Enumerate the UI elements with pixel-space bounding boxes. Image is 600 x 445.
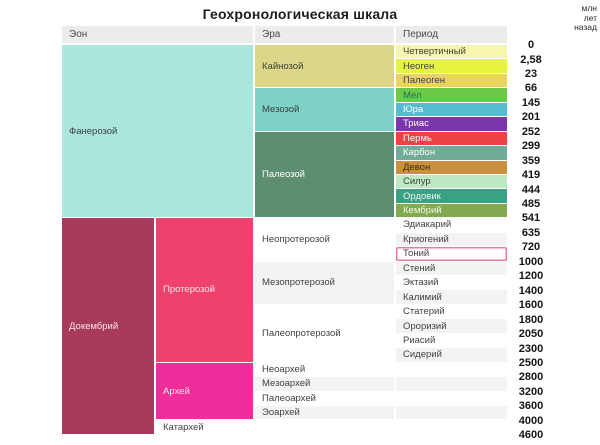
period-triassic: Триас bbox=[396, 117, 507, 132]
period-ectasian: Эктазий bbox=[396, 276, 507, 291]
column-header-period: Период bbox=[396, 26, 507, 45]
period-statherian: Статерий bbox=[396, 304, 507, 320]
era-neoarchean: Неоархей bbox=[255, 362, 394, 378]
period-filler-stripe-mesoarchean bbox=[396, 377, 507, 392]
period-filler-stripe-eoarchean bbox=[396, 405, 507, 421]
era-paleoarchean: Палеоархей bbox=[255, 391, 394, 406]
period-silurian: Силур bbox=[396, 174, 507, 190]
eon-precambrian: Докембрий bbox=[62, 218, 154, 435]
period-carboniferous: Карбон bbox=[396, 146, 507, 161]
era-paleozoic: Палеозой bbox=[255, 131, 394, 219]
boundary-label: 0 bbox=[527, 39, 535, 52]
boundary-label: 359 bbox=[521, 154, 541, 167]
period-siderian: Сидерий bbox=[396, 348, 507, 363]
period-neogene: Неоген bbox=[396, 59, 507, 74]
boundary-label: 2,58 bbox=[520, 53, 542, 66]
boundary-label: 1200 bbox=[518, 270, 544, 283]
era-mesoarchean: Мезоархей bbox=[255, 377, 394, 392]
boundary-label: 1600 bbox=[518, 299, 544, 312]
period-rhyacian: Риасий bbox=[396, 333, 507, 349]
eon-phanerozoic: Фанерозой bbox=[62, 45, 253, 219]
period-stenian: Стений bbox=[396, 261, 507, 276]
period-calymmian: Калимий bbox=[396, 290, 507, 305]
period-ordovician: Ордовик bbox=[396, 189, 507, 204]
page-title: Геохронологическая шкала bbox=[202, 6, 398, 22]
era-cenozoic: Кайнозой bbox=[255, 45, 394, 89]
boundary-label: 444 bbox=[521, 183, 541, 196]
period-tonian-highlighted: Тоний bbox=[396, 247, 507, 262]
boundary-label: 2500 bbox=[518, 356, 544, 369]
boundary-numbers-column: 0 2,58 23 66 145 201 252 299 359 419 444… bbox=[508, 39, 554, 441]
boundary-label: 66 bbox=[524, 82, 538, 95]
period-paleogene: Палеоген bbox=[396, 73, 507, 89]
period-cambrian: Кембрий bbox=[396, 203, 507, 219]
boundary-label: 2300 bbox=[518, 342, 544, 355]
period-quaternary: Четвертичный bbox=[396, 45, 507, 60]
boundary-label: 4600 bbox=[518, 429, 544, 442]
boundary-label: 1000 bbox=[518, 255, 544, 268]
era-mesoproterozoic: Мезопротерозой bbox=[255, 261, 394, 305]
era-neoproterozoic: Неопротерозой bbox=[255, 218, 394, 262]
unit-line-3: назад bbox=[574, 22, 597, 32]
boundary-label: 299 bbox=[521, 140, 541, 153]
era-eoarchean: Эоархей bbox=[255, 405, 394, 421]
boundary-label: 2050 bbox=[518, 328, 544, 341]
boundary-label: 720 bbox=[521, 241, 541, 254]
column-header-era: Эра bbox=[255, 26, 394, 45]
eon-proterozoic: Протерозой bbox=[156, 218, 253, 363]
boundary-label: 201 bbox=[521, 111, 541, 124]
scale-table: Эон Эра Период Фанерозой Докембрий Проте… bbox=[62, 26, 507, 435]
boundary-label: 635 bbox=[521, 226, 541, 239]
period-devonian: Девон bbox=[396, 160, 507, 175]
boundary-label: 419 bbox=[521, 169, 541, 182]
boundary-label: 145 bbox=[521, 96, 541, 109]
boundary-label: 252 bbox=[521, 125, 541, 138]
unit-line-1: млн bbox=[581, 3, 598, 13]
eon-archean: Архей bbox=[156, 362, 253, 421]
period-orosirian: Ороризий bbox=[396, 319, 507, 334]
boundary-label: 541 bbox=[521, 212, 541, 225]
boundary-label: 485 bbox=[521, 198, 541, 211]
boundary-label: 23 bbox=[524, 67, 538, 80]
boundary-label: 1400 bbox=[518, 284, 544, 297]
unit-line-2: лет bbox=[583, 12, 597, 23]
boundary-label: 2800 bbox=[518, 371, 544, 384]
boundary-label: 3600 bbox=[518, 400, 544, 413]
eon-katarchean: Катархей bbox=[156, 420, 253, 435]
period-permian: Пермь bbox=[396, 131, 507, 147]
era-paleoproterozoic: Палеопротерозой bbox=[255, 304, 394, 363]
period-cryogenian: Криогений bbox=[396, 232, 507, 248]
unit-label-mya: млн лет назад bbox=[574, 3, 598, 33]
column-header-eon: Эон bbox=[62, 26, 253, 45]
boundary-label: 1800 bbox=[518, 313, 544, 326]
boundary-label: 4000 bbox=[518, 414, 544, 427]
period-jurassic: Юра bbox=[396, 102, 507, 118]
boundary-label: 3200 bbox=[518, 385, 544, 398]
era-mesozoic: Мезозой bbox=[255, 88, 394, 132]
period-cretaceous: Мел bbox=[396, 88, 507, 103]
period-ediacaran: Эдиакарий bbox=[396, 218, 507, 233]
